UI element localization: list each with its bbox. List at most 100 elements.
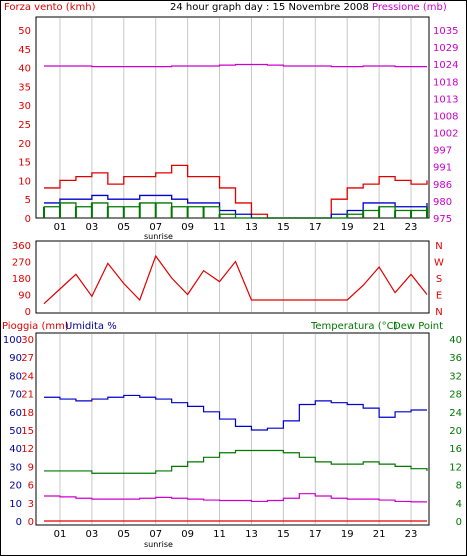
humidity-tick-80: 80 xyxy=(9,371,22,382)
pressure-tick-1029: 1029 xyxy=(433,43,458,54)
rain-tick-18: 18 xyxy=(21,408,34,419)
wind-direction-compass-tick-W: W xyxy=(434,258,444,269)
temperature-tick-0: 0 xyxy=(456,517,462,528)
wind-direction-compass-tick-E: E xyxy=(436,291,442,302)
humidity-tick-60: 60 xyxy=(9,408,22,419)
rain-humidity-temperature-hour-tick-17: 17 xyxy=(309,529,322,540)
humidity-tick-90: 90 xyxy=(9,353,22,364)
wind-speed-tick-35: 35 xyxy=(18,82,31,93)
rain-axis-title: Pioggia (mm) xyxy=(2,321,69,332)
humidity-tick-10: 10 xyxy=(9,499,22,510)
wind-speed-tick-20: 20 xyxy=(18,139,31,150)
temperature-tick-8: 8 xyxy=(456,481,462,492)
wind-direction-compass-tick-N: N xyxy=(435,241,442,252)
wind-direction-degree-tick-360: 360 xyxy=(12,241,31,252)
sunrise-label-top: sunrise xyxy=(144,232,173,241)
wind-pressure-hour-tick-05: 05 xyxy=(117,222,130,233)
pressure-tick-1008: 1008 xyxy=(433,111,458,122)
pressure-tick-1024: 1024 xyxy=(433,60,458,71)
graph-title: 24 hour graph day : 15 Novembre 2008 xyxy=(170,2,369,13)
wind-direction-line xyxy=(43,254,428,305)
series-line-dew-point xyxy=(44,493,427,503)
rain-humidity-temperature-hour-tick-05: 05 xyxy=(117,529,130,540)
pressure-ticks: 975 980 986 991 997 1002 1008 1013 1018 1024 1029 1… xyxy=(433,26,458,225)
humidity-tick-40: 40 xyxy=(9,444,22,455)
pressure-tick-1018: 1018 xyxy=(433,77,458,88)
pressure-tick-986: 986 xyxy=(433,180,452,191)
humidity-ticks: 0 10 20 30 40 50 60 70 80 90 100 xyxy=(3,335,22,528)
rain-humidity-temperature-time-grid xyxy=(59,334,412,524)
wind-speed-ticks: 0 5 10 15 20 25 30 35 40 45 50 xyxy=(18,26,31,225)
wind-pressure-series xyxy=(43,63,428,219)
rain-humidity-temperature-hour-tick-15: 15 xyxy=(277,529,290,540)
wind-direction-compass-tick-N: N xyxy=(435,307,442,318)
pressure-tick-980: 980 xyxy=(433,197,452,208)
wind-pressure-hour-tick-03: 03 xyxy=(86,222,99,233)
rain-tick-24: 24 xyxy=(21,371,34,382)
rain-humidity-temperature-hour-tick-11: 11 xyxy=(213,529,226,540)
wind-pressure-series-line-magenta xyxy=(44,63,427,68)
wind-speed-tick-15: 15 xyxy=(18,158,31,169)
temperature-tick-4: 4 xyxy=(456,499,462,510)
wind-speed-tick-10: 10 xyxy=(18,176,31,187)
wind-pressure-hour-tick-21: 21 xyxy=(373,222,386,233)
humidity-axis-title: Umidita % xyxy=(65,321,117,332)
rain-humidity-temperature-hour-tick-13: 13 xyxy=(245,529,258,540)
rain-tick-27: 27 xyxy=(21,353,34,364)
rain-humidity-temperature-hour-ticks: 01 03 05 07 09 11 13 15 17 19 21 23 xyxy=(54,529,418,540)
humidity-tick-30: 30 xyxy=(9,462,22,473)
pressure-tick-997: 997 xyxy=(433,146,452,157)
pressure-tick-1035: 1035 xyxy=(433,26,458,37)
rain-humidity-temperature-hour-tick-03: 03 xyxy=(86,529,99,540)
temperature-tick-12: 12 xyxy=(449,462,462,473)
wind-pressure-hour-tick-07: 07 xyxy=(149,222,162,233)
rain-tick-12: 12 xyxy=(21,444,34,455)
wind-direction-series xyxy=(43,254,428,305)
wind-speed-tick-30: 30 xyxy=(18,101,31,112)
rain-tick-6: 6 xyxy=(28,481,34,492)
rain-humidity-temperature-hour-tick-21: 21 xyxy=(373,529,386,540)
dew-point-axis-title: Dew Point xyxy=(393,321,443,332)
rain-humidity-temperature-plot-area xyxy=(35,332,430,526)
wind-direction-time-grid xyxy=(59,242,412,312)
temperature-tick-36: 36 xyxy=(449,353,462,364)
wind-pressure-hour-tick-01: 01 xyxy=(54,222,67,233)
temperature-tick-28: 28 xyxy=(449,390,462,401)
pressure-tick-991: 991 xyxy=(433,163,452,174)
rain-tick-30: 30 xyxy=(21,335,34,346)
temperature-tick-40: 40 xyxy=(449,335,462,346)
rain-humidity-temperature-hour-tick-01: 01 xyxy=(54,529,67,540)
wind-direction-degree-tick-90: 90 xyxy=(18,291,31,302)
humidity-tick-100: 100 xyxy=(3,335,22,346)
temperature-tick-32: 32 xyxy=(449,371,462,382)
temperature-tick-20: 20 xyxy=(449,426,462,437)
pressure-axis-title: Pressione (mb) xyxy=(372,2,447,13)
wind-speed-tick-45: 45 xyxy=(18,45,31,56)
rain-tick-21: 21 xyxy=(21,390,34,401)
wind-pressure-hour-tick-23: 23 xyxy=(405,222,418,233)
wind-pressure-hour-tick-13: 13 xyxy=(245,222,258,233)
wind-pressure-hour-tick-17: 17 xyxy=(309,222,322,233)
temperature-tick-16: 16 xyxy=(449,444,462,455)
humidity-tick-50: 50 xyxy=(9,426,22,437)
wind-direction-degree-tick-0: 0 xyxy=(25,307,31,318)
pressure-tick-1013: 1013 xyxy=(433,94,458,105)
wind-pressure-time-grid xyxy=(59,18,412,217)
series-line-umidita xyxy=(44,394,427,431)
wind-direction-degree-tick-180: 180 xyxy=(12,274,31,285)
series-line-temperatura-c xyxy=(44,449,428,474)
rain-tick-3: 3 xyxy=(28,499,34,510)
humidity-tick-20: 20 xyxy=(9,481,22,492)
wind-pressure-hour-ticks: 01 03 05 07 09 11 13 15 17 19 21 23 xyxy=(54,222,418,233)
wind-direction-degree-ticks: 0 90 180 270 360 xyxy=(12,241,31,318)
wind-pressure-series-line-green xyxy=(44,202,428,219)
rain-tick-15: 15 xyxy=(21,426,34,437)
wind-speed-tick-25: 25 xyxy=(18,120,31,131)
rain-humidity-temperature-hour-tick-19: 19 xyxy=(341,529,354,540)
wind-speed-tick-5: 5 xyxy=(25,195,31,206)
